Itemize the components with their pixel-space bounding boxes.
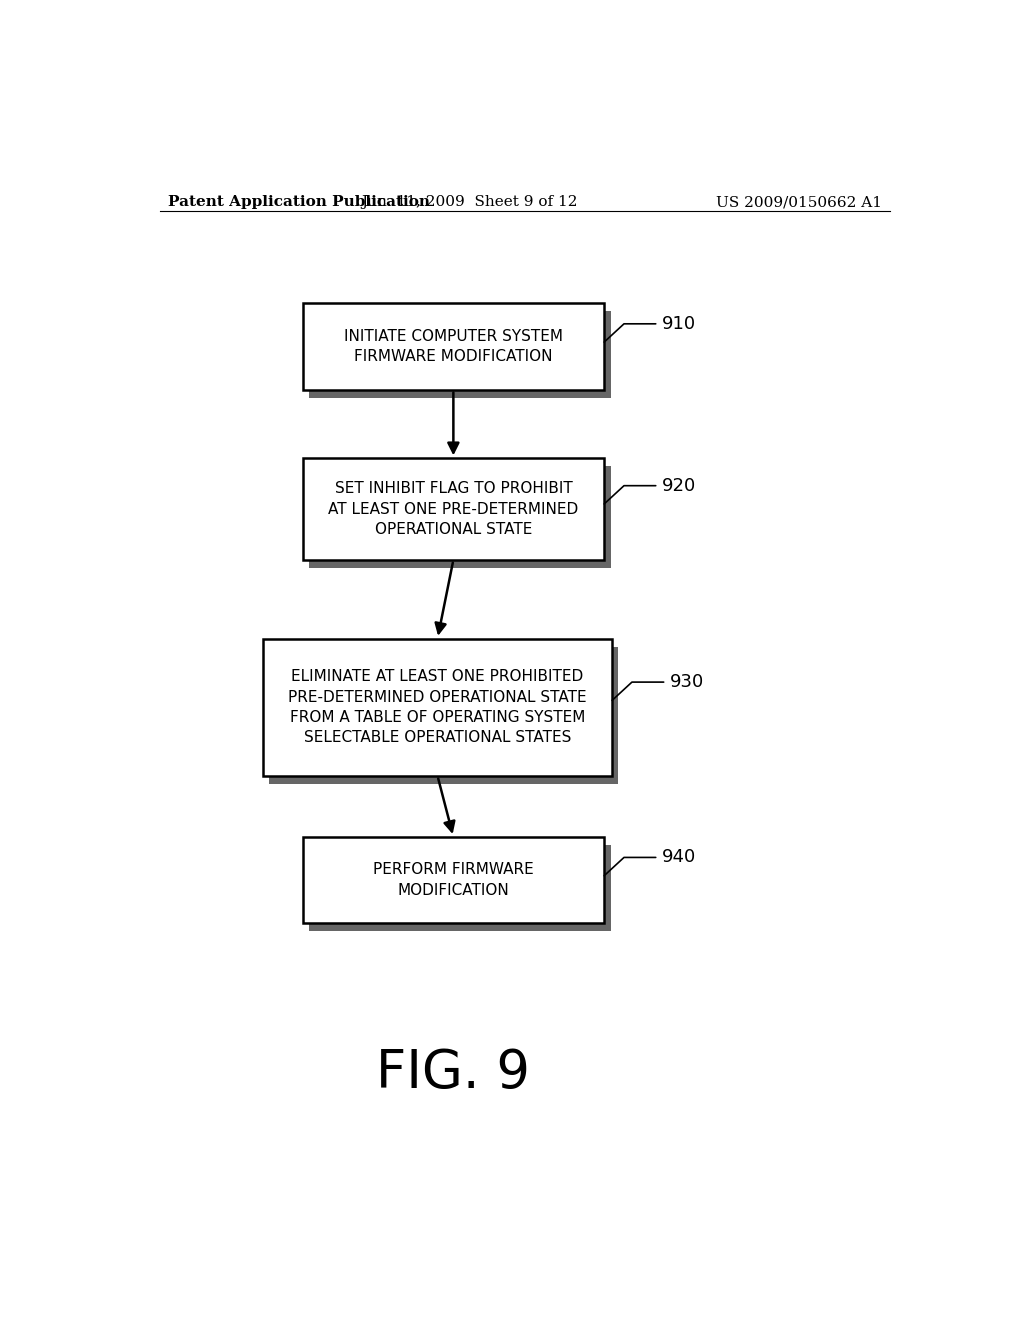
Bar bbox=[303, 837, 604, 923]
Bar bbox=[303, 458, 604, 560]
Bar bbox=[309, 466, 610, 568]
Text: PERFORM FIRMWARE
MODIFICATION: PERFORM FIRMWARE MODIFICATION bbox=[373, 862, 534, 898]
Text: 930: 930 bbox=[670, 673, 705, 692]
Text: ELIMINATE AT LEAST ONE PROHIBITED
PRE-DETERMINED OPERATIONAL STATE
FROM A TABLE : ELIMINATE AT LEAST ONE PROHIBITED PRE-DE… bbox=[288, 669, 587, 746]
Text: INITIATE COMPUTER SYSTEM
FIRMWARE MODIFICATION: INITIATE COMPUTER SYSTEM FIRMWARE MODIFI… bbox=[344, 329, 563, 364]
Text: FIG. 9: FIG. 9 bbox=[377, 1047, 530, 1100]
Text: 940: 940 bbox=[663, 849, 696, 866]
Bar bbox=[303, 304, 604, 389]
Bar bbox=[269, 647, 618, 784]
Text: Patent Application Publication: Patent Application Publication bbox=[168, 195, 430, 209]
Text: Jun. 11, 2009  Sheet 9 of 12: Jun. 11, 2009 Sheet 9 of 12 bbox=[361, 195, 578, 209]
Text: 910: 910 bbox=[663, 314, 696, 333]
Text: 920: 920 bbox=[663, 477, 696, 495]
Text: SET INHIBIT FLAG TO PROHIBIT
AT LEAST ONE PRE-DETERMINED
OPERATIONAL STATE: SET INHIBIT FLAG TO PROHIBIT AT LEAST ON… bbox=[329, 482, 579, 537]
Text: US 2009/0150662 A1: US 2009/0150662 A1 bbox=[716, 195, 882, 209]
Bar bbox=[309, 312, 610, 397]
Bar bbox=[263, 639, 612, 776]
Bar bbox=[309, 845, 610, 932]
